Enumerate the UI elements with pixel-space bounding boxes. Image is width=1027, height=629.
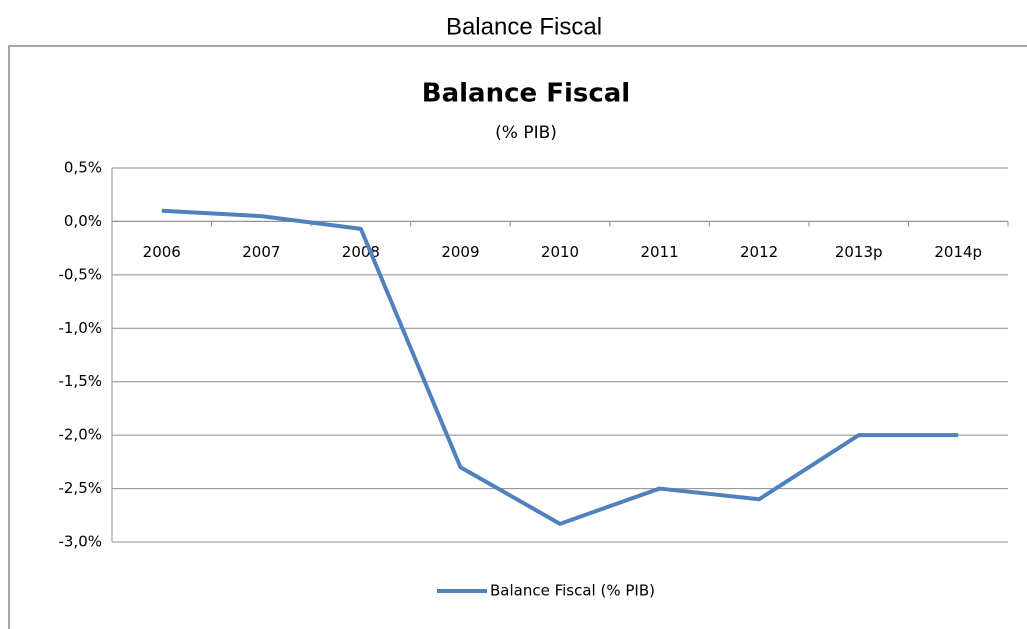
y-tick-label: -0,5% [58, 265, 102, 283]
y-tick-label: -2,5% [58, 479, 102, 497]
y-tick-label: -2,0% [58, 426, 102, 444]
x-tick-label: 2009 [441, 243, 479, 261]
y-tick-label: -1,5% [58, 372, 102, 390]
x-tick-label: 2014p [934, 243, 982, 261]
page-title: Balance Fiscal [446, 13, 602, 40]
y-tick-label: -1,0% [58, 319, 102, 337]
y-tick-label: 0,5% [64, 159, 102, 177]
x-tick-label: 2013p [835, 243, 883, 261]
x-tick-label: 2006 [143, 243, 181, 261]
data-line [161, 208, 959, 526]
chart-frame [8, 45, 1027, 629]
chart-subtitle: (% PIB) [495, 123, 557, 143]
x-tick-label: 2011 [640, 243, 678, 261]
y-tick-label: 0,0% [64, 212, 102, 230]
chart-title: Balance Fiscal [422, 79, 630, 109]
x-tick-label: 2012 [740, 243, 778, 261]
y-tick-label: -3,0% [58, 533, 102, 551]
legend-label: Balance Fiscal (% PIB) [490, 582, 655, 600]
x-tick-label: 2007 [242, 243, 280, 261]
x-tick-label: 2010 [541, 243, 579, 261]
